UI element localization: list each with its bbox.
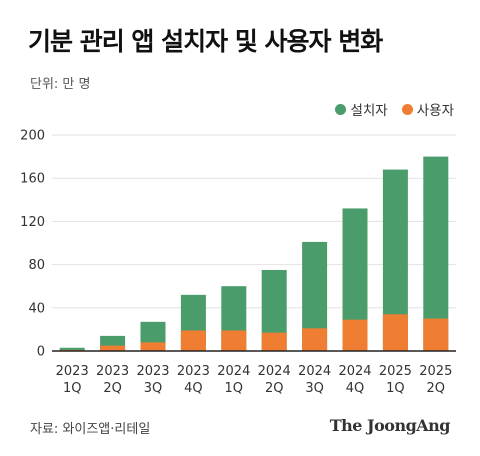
bar-users: [302, 328, 328, 351]
x-tick-label-year: 2024: [338, 364, 371, 379]
x-tick-label-quarter: 3Q: [144, 381, 163, 396]
x-tick-label-year: 2024: [258, 364, 291, 379]
chart-title: 기분 관리 앱 설치자 및 사용자 변화: [28, 27, 383, 56]
x-tick-label-quarter: 2Q: [427, 381, 446, 396]
legend-label-installs: 설치자: [350, 103, 388, 119]
x-tick-label-quarter: 4Q: [184, 381, 203, 396]
x-tick-label-quarter: 1Q: [63, 381, 82, 396]
x-tick-label-quarter: 4Q: [346, 381, 365, 396]
x-tick-label-year: 2024: [298, 364, 331, 379]
x-tick-label-year: 2023: [56, 364, 89, 379]
x-tick-label-year: 2024: [217, 364, 250, 379]
x-tick-label-year: 2023: [96, 364, 129, 379]
x-tick-label-quarter: 2Q: [103, 381, 122, 396]
bar-users: [423, 318, 449, 351]
y-tick-label: 160: [20, 172, 45, 187]
publisher-logo: The JoongAng: [329, 416, 451, 435]
y-tick-label: 40: [28, 301, 45, 316]
x-tick-label-year: 2023: [136, 364, 169, 379]
legend-swatch-users: [401, 103, 413, 115]
legend-swatch-installs: [335, 103, 347, 115]
bar-users: [342, 319, 368, 351]
legend-item-users: 사용자: [401, 99, 454, 119]
legend-label-users: 사용자: [416, 103, 454, 119]
bar-users: [100, 345, 126, 351]
unit-label: 단위: 만 명: [30, 77, 91, 92]
x-tick-label-quarter: 2Q: [265, 381, 284, 396]
bar-users: [140, 342, 166, 351]
x-tick-label-year: 2025: [419, 364, 452, 379]
x-tick-label-quarter: 1Q: [386, 381, 405, 396]
legend: 설치자 사용자: [335, 99, 454, 119]
legend-item-installs: 설치자: [335, 99, 388, 119]
bar-installs: [59, 347, 85, 351]
x-tick-label-quarter: 3Q: [305, 381, 324, 396]
y-tick-label: 120: [20, 215, 45, 230]
y-tick-label: 0: [37, 345, 45, 360]
x-tick-label-year: 2023: [177, 364, 210, 379]
x-tick-label-quarter: 1Q: [225, 381, 244, 396]
bar-users: [180, 330, 206, 351]
bar-users: [221, 330, 247, 351]
x-tick-label-year: 2025: [379, 364, 412, 379]
source-note: 자료: 와이즈앱·리테일: [30, 422, 151, 437]
bar-users: [382, 314, 408, 351]
y-tick-label: 200: [20, 129, 45, 144]
y-tick-label: 80: [28, 258, 45, 273]
bar-chart: 0 40 80 120 160 200 2023 1Q 2023 2Q 2023 3Q 2023 4Q 20…: [20, 129, 456, 396]
bar-users: [261, 332, 287, 351]
